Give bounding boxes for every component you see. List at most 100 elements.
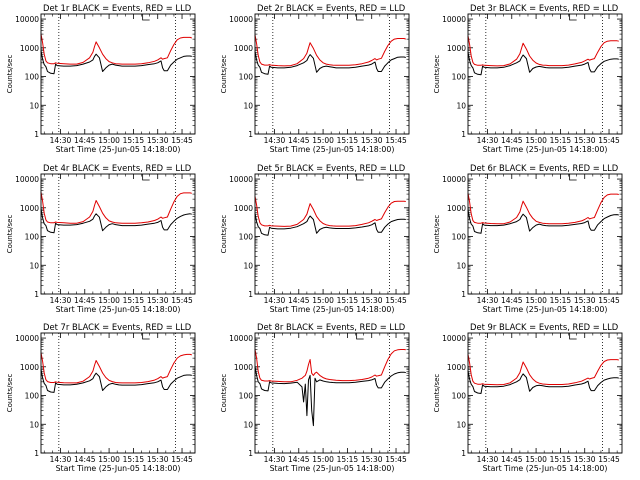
x-axis-title: Start Time (25-Jun-05 14:18:00) xyxy=(56,145,181,154)
legend-bracket-mark xyxy=(569,14,577,21)
x-tick-label: 15:15 xyxy=(123,455,145,464)
series-line-lld xyxy=(467,35,619,67)
y-tick-label: 100 xyxy=(25,392,40,401)
panel-title: Det 7r BLACK = Events, RED = LLD xyxy=(43,322,191,332)
x-tick-label: 15:30 xyxy=(361,296,383,305)
series-line-lld xyxy=(40,192,192,224)
legend-bracket-mark xyxy=(356,174,364,181)
x-tick-label: 15:15 xyxy=(123,296,145,305)
x-tick-label: 14:45 xyxy=(288,455,310,464)
y-tick-label: 1 xyxy=(461,290,466,299)
y-tick-label: 100 xyxy=(452,233,467,242)
y-axis-title: Counts/sec xyxy=(220,374,228,413)
y-tick-label: 10000 xyxy=(15,334,39,343)
x-axis-title: Start Time (25-Jun-05 14:18:00) xyxy=(270,145,395,154)
panel-det-8r: Det 8r BLACK = Events, RED = LLD 1 10 100 10… xyxy=(220,322,410,473)
x-tick-label: 15:00 xyxy=(525,455,547,464)
x-tick-label: 15:45 xyxy=(171,136,193,145)
y-tick-label: 10 xyxy=(243,101,253,110)
y-tick-label: 10 xyxy=(456,261,466,270)
y-tick-label: 100 xyxy=(25,233,40,242)
panel-det-4r: Det 4r BLACK = Events, RED = LLD 1 10 100 10… xyxy=(6,163,196,314)
panel-det-7r: Det 7r BLACK = Events, RED = LLD 1 10 100 10… xyxy=(6,322,196,473)
y-tick-label: 1000 xyxy=(234,44,253,53)
y-tick-label: 1000 xyxy=(20,44,39,53)
panel-title: Det 4r BLACK = Events, RED = LLD xyxy=(43,163,191,173)
y-tick-label: 1000 xyxy=(234,204,253,213)
y-tick-label: 10000 xyxy=(442,175,466,184)
x-tick-label: 15:45 xyxy=(171,455,193,464)
y-axis-title: Counts/sec xyxy=(220,55,228,94)
series-line-events xyxy=(40,369,192,393)
x-tick-label: 15:15 xyxy=(550,296,572,305)
plot-frame xyxy=(254,332,410,454)
plot-frame xyxy=(254,173,410,295)
plot-frame xyxy=(254,13,410,135)
x-tick-label: 14:30 xyxy=(264,136,286,145)
series-line-lld xyxy=(254,196,406,227)
panel-title: Det 9r BLACK = Events, RED = LLD xyxy=(470,322,618,332)
panel-title: Det 1r BLACK = Events, RED = LLD xyxy=(43,3,191,13)
panel-det-9r: Det 9r BLACK = Events, RED = LLD 1 10 100 10… xyxy=(433,322,623,473)
x-tick-label: 15:00 xyxy=(98,136,120,145)
x-tick-label: 14:45 xyxy=(501,296,523,305)
series-line-lld xyxy=(467,193,619,225)
x-tick-label: 15:30 xyxy=(147,136,169,145)
x-tick-label: 14:30 xyxy=(50,455,72,464)
series-line-events xyxy=(467,209,619,234)
x-tick-label: 14:45 xyxy=(288,296,310,305)
x-tick-label: 15:45 xyxy=(598,296,620,305)
y-tick-label: 100 xyxy=(239,392,254,401)
series-line-events xyxy=(40,209,192,234)
x-axis-title: Start Time (25-Jun-05 14:18:00) xyxy=(270,464,395,473)
x-axis-title: Start Time (25-Jun-05 14:18:00) xyxy=(483,145,608,154)
y-tick-label: 10 xyxy=(456,420,466,429)
x-axis-title: Start Time (25-Jun-05 14:18:00) xyxy=(56,464,181,473)
x-axis-title: Start Time (25-Jun-05 14:18:00) xyxy=(270,305,395,314)
y-axis-title: Counts/sec xyxy=(6,215,14,254)
y-tick-label: 100 xyxy=(452,73,467,82)
y-tick-label: 10000 xyxy=(229,334,253,343)
series-line-events xyxy=(40,50,192,75)
x-tick-label: 14:45 xyxy=(74,136,96,145)
y-tick-label: 10 xyxy=(243,261,253,270)
y-tick-label: 10 xyxy=(29,420,39,429)
x-tick-label: 14:45 xyxy=(501,455,523,464)
legend-bracket-mark xyxy=(142,174,150,181)
x-tick-label: 15:00 xyxy=(98,455,120,464)
panel-title: Det 8r BLACK = Events, RED = LLD xyxy=(257,322,405,332)
x-tick-label: 14:45 xyxy=(74,296,96,305)
x-tick-label: 14:30 xyxy=(264,455,286,464)
series-line-lld xyxy=(254,34,406,67)
y-tick-label: 1 xyxy=(34,130,39,139)
y-tick-label: 100 xyxy=(452,392,467,401)
panel-title: Det 2r BLACK = Events, RED = LLD xyxy=(257,3,405,13)
y-tick-label: 10000 xyxy=(229,15,253,24)
y-tick-label: 1 xyxy=(248,449,253,458)
plot-frame xyxy=(467,13,623,135)
series-line-events xyxy=(467,370,619,394)
panel-det-6r: Det 6r BLACK = Events, RED = LLD 1 10 100 10… xyxy=(433,163,623,314)
y-axis-title: Counts/sec xyxy=(433,215,441,254)
y-tick-label: 10000 xyxy=(442,334,466,343)
series-line-events xyxy=(467,52,619,76)
series-line-events xyxy=(254,51,406,75)
panel-title: Det 3r BLACK = Events, RED = LLD xyxy=(470,3,618,13)
y-tick-label: 10 xyxy=(456,101,466,110)
x-axis-title: Start Time (25-Jun-05 14:18:00) xyxy=(483,305,608,314)
y-tick-label: 1000 xyxy=(20,363,39,372)
y-tick-label: 10000 xyxy=(15,175,39,184)
x-tick-label: 15:15 xyxy=(337,296,359,305)
x-tick-label: 15:30 xyxy=(361,136,383,145)
y-tick-label: 10 xyxy=(29,261,39,270)
y-tick-label: 1000 xyxy=(447,204,466,213)
y-tick-label: 100 xyxy=(239,73,254,82)
x-tick-label: 14:30 xyxy=(477,455,499,464)
panel-title: Det 5r BLACK = Events, RED = LLD xyxy=(257,163,405,173)
x-tick-label: 15:30 xyxy=(147,296,169,305)
y-tick-label: 1000 xyxy=(234,363,253,372)
x-tick-label: 15:45 xyxy=(385,296,407,305)
y-tick-label: 1 xyxy=(248,290,253,299)
panel-det-2r: Det 2r BLACK = Events, RED = LLD 1 10 100 10… xyxy=(220,3,410,154)
